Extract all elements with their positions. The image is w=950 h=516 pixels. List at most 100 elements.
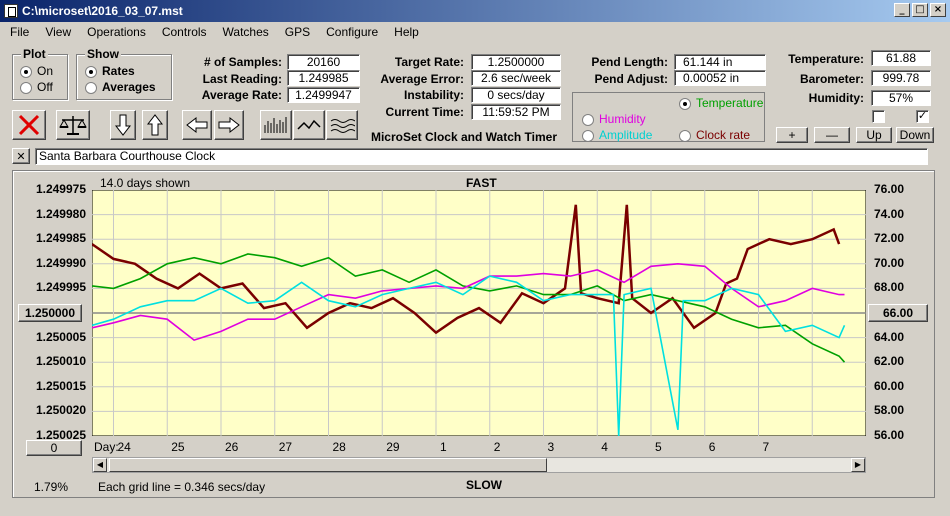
radio-icon — [85, 81, 97, 94]
sensor-humidity-radio[interactable]: Humidity — [582, 112, 646, 126]
grid-note-label: Each grid line = 0.346 secs/day — [98, 480, 266, 494]
window-controls: _ □ × — [894, 3, 946, 17]
offset-button[interactable]: 0 — [26, 440, 82, 456]
close-button[interactable]: × — [930, 3, 946, 17]
target-rate-value[interactable]: 1.2500000 — [471, 54, 561, 70]
menu-controls[interactable]: Controls — [161, 25, 207, 39]
clear-name-button[interactable]: ✕ — [12, 148, 30, 164]
scroll-thumb[interactable] — [109, 458, 547, 472]
right-tick-label: 70.00 — [874, 255, 905, 270]
current-time-label: Current Time: — [385, 105, 464, 119]
arrow-down-button[interactable] — [110, 110, 136, 140]
avg-error-value: 2.6 sec/week — [471, 70, 561, 86]
clear-data-button[interactable] — [12, 110, 46, 140]
show-averages-radio[interactable]: Averages — [85, 80, 156, 94]
menu-file[interactable]: File — [10, 25, 30, 39]
menu-help[interactable]: Help — [394, 25, 419, 39]
plot-off-radio[interactable]: Off — [20, 80, 53, 94]
wave-view-button[interactable] — [326, 110, 358, 140]
x-tick-label: 3 — [547, 440, 555, 454]
menu-watches[interactable]: Watches — [222, 25, 269, 39]
scroll-up-button[interactable]: Up — [856, 127, 892, 143]
temperature-label: Temperature: — [788, 52, 864, 66]
scale-minus-button[interactable]: — — [814, 127, 850, 143]
sensor-temperature-radio[interactable]: Temperature — [679, 96, 763, 110]
balance-scale-icon — [59, 116, 87, 135]
x-tick-label: 24 — [117, 440, 131, 454]
radio-icon — [679, 129, 691, 142]
menu-view[interactable]: View — [45, 25, 72, 39]
line-graph-icon — [297, 119, 321, 130]
arrow-right-button[interactable] — [214, 110, 244, 140]
menu-operations[interactable]: Operations — [87, 25, 146, 39]
right-tick-label: 74.00 — [874, 206, 905, 221]
x-tick-label: 1 — [440, 440, 447, 454]
balance-button[interactable] — [56, 110, 90, 140]
app-subtitle: MicroSet Clock and Watch Timer — [370, 130, 558, 144]
left-tick-label: 1.250025 — [35, 428, 86, 442]
arrow-left-icon — [186, 116, 208, 134]
left-checkbox[interactable] — [872, 110, 885, 123]
scroll-down-button[interactable]: Down — [896, 127, 934, 143]
show-averages-label: Averages — [102, 80, 156, 94]
series-line-1 — [92, 253, 846, 363]
scroll-left-arrow-icon[interactable]: ◀ — [93, 458, 107, 472]
x-tick-label: 6 — [708, 440, 716, 454]
center-rate-button[interactable]: 1.250000 — [18, 304, 82, 322]
right-checkbox[interactable]: ✓ — [916, 110, 929, 123]
x-tick-label: 7 — [762, 440, 770, 454]
window-title: C:\microset\2016_03_07.mst — [22, 4, 183, 18]
minimize-button[interactable]: _ — [894, 3, 910, 17]
series-line-2 — [92, 262, 845, 341]
x-tick-label: 25 — [171, 440, 185, 454]
left-tick-label: 1.249975 — [35, 182, 86, 196]
show-group-title: Show — [85, 47, 121, 61]
pend-adjust-label: Pend Adjust: — [594, 72, 668, 86]
right-tick-label: 60.00 — [874, 378, 905, 393]
plot-on-label: On — [37, 64, 54, 78]
last-reading-label: Last Reading: — [202, 72, 282, 86]
percent-label: 1.79% — [34, 480, 69, 494]
clock-name-input[interactable]: Santa Barbara Courthouse Clock — [35, 148, 928, 165]
left-tick-label: 1.250010 — [35, 354, 86, 369]
right-tick-label: 72.00 — [874, 231, 905, 246]
pend-length-value[interactable]: 61.144 in — [674, 54, 766, 70]
x-tick-label: 26 — [225, 440, 239, 454]
rate-chart[interactable] — [92, 190, 866, 436]
plot-group-title: Plot — [21, 47, 48, 61]
red-x-icon — [18, 114, 40, 136]
current-time-value: 11:59:52 PM — [471, 104, 561, 120]
sensor-temperature-label: Temperature — [696, 96, 764, 110]
x-tick-label: 2 — [493, 440, 501, 454]
arrow-left-button[interactable] — [182, 110, 212, 140]
graph-frame — [12, 170, 935, 498]
bars-view-button[interactable] — [260, 110, 292, 140]
pend-length-label: Pend Length: — [591, 55, 668, 69]
horizontal-scrollbar[interactable]: ◀ ▶ — [92, 457, 866, 473]
show-rates-radio[interactable]: Rates — [85, 64, 135, 78]
scroll-right-arrow-icon[interactable]: ▶ — [851, 458, 865, 472]
menu-bar: File View Operations Controls Watches GP… — [0, 22, 950, 42]
left-tick-label: 1.250020 — [35, 403, 86, 418]
sensor-clockrate-radio[interactable]: Clock rate — [679, 128, 750, 142]
show-group: Show Rates Averages — [76, 47, 172, 100]
samples-label: # of Samples: — [203, 55, 282, 69]
plot-on-radio[interactable]: On — [20, 64, 53, 78]
center-temp-button[interactable]: 66.00 — [868, 304, 928, 322]
wave-lines-icon — [330, 119, 355, 133]
humidity-label: Humidity: — [808, 91, 864, 105]
scale-plus-button[interactable]: + — [776, 127, 808, 143]
maximize-button[interactable]: □ — [912, 3, 928, 17]
left-tick-label: 1.249985 — [35, 231, 86, 246]
menu-configure[interactable]: Configure — [326, 25, 379, 39]
menu-gps[interactable]: GPS — [284, 25, 311, 39]
line-view-button[interactable] — [293, 110, 325, 140]
x-tick-label: 27 — [278, 440, 293, 454]
series-lines — [92, 204, 846, 436]
left-tick-label: 1.249995 — [35, 280, 86, 295]
x-tick-label: 28 — [332, 440, 346, 454]
day-axis-label: Day: — [94, 440, 119, 454]
sensor-amplitude-radio[interactable]: Amplitude — [582, 128, 652, 142]
radio-icon — [85, 65, 97, 78]
arrow-up-button[interactable] — [142, 110, 168, 140]
